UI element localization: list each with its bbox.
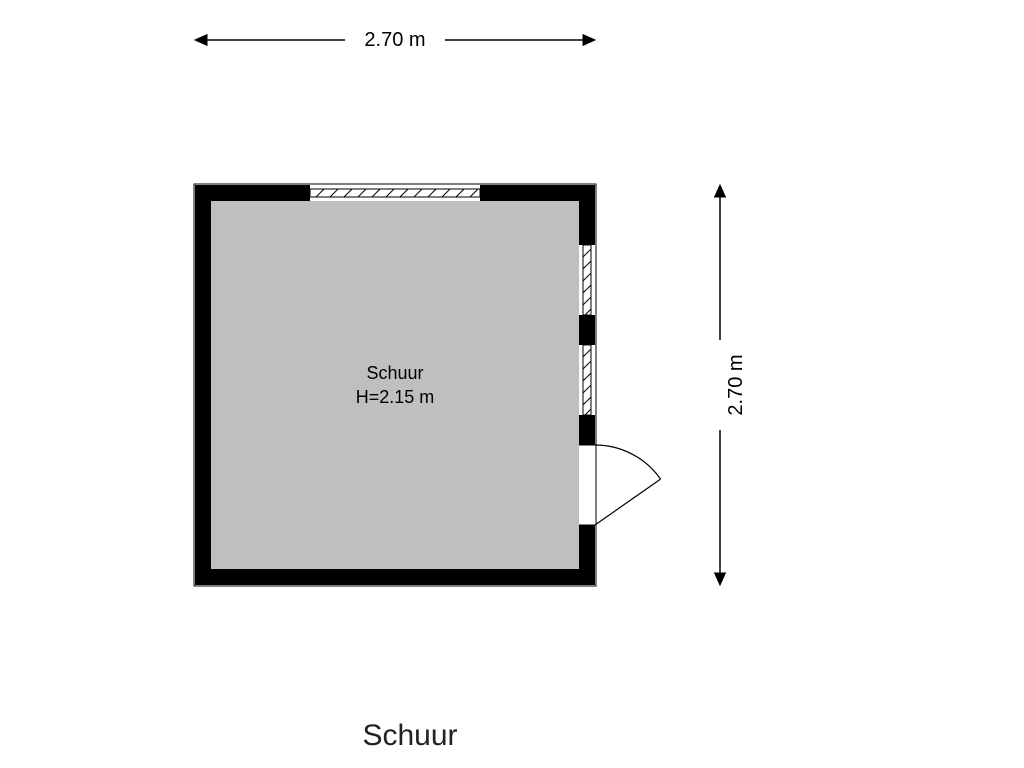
wall-patch — [480, 185, 595, 201]
dimension-label-right: 2.70 m — [725, 354, 747, 415]
window-top-frame — [310, 189, 480, 197]
dimension-arrowhead — [583, 35, 595, 46]
dimension-arrowhead — [715, 573, 726, 585]
door-swing-arc — [595, 445, 661, 479]
floorplan-title: Schuur — [362, 719, 457, 752]
room-name-label: Schuur — [366, 363, 423, 383]
door-opening — [579, 445, 595, 525]
room-height-label: H=2.15 m — [356, 387, 435, 407]
door-leaf — [595, 479, 661, 525]
room-interior — [211, 201, 579, 569]
dimension-arrowhead — [195, 35, 207, 46]
dimension-label-top: 2.70 m — [364, 29, 425, 51]
wall-patch — [579, 525, 595, 585]
wall-patch — [195, 185, 310, 201]
dimension-arrowhead — [715, 185, 726, 197]
